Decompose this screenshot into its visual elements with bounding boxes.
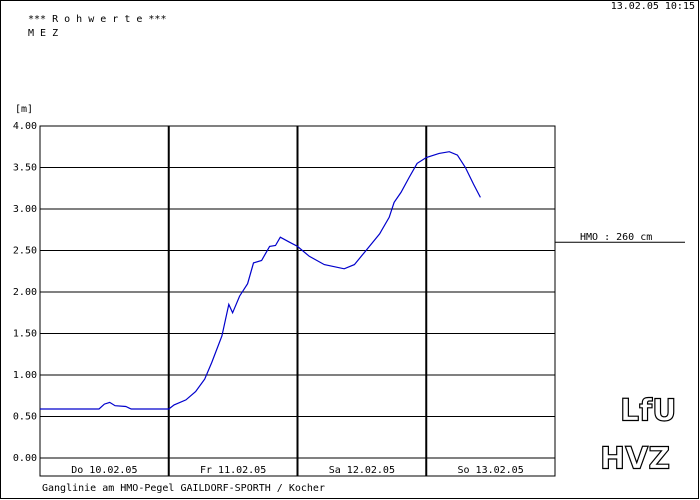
y-tick-label: 2.50 xyxy=(13,246,37,257)
y-tick-label: 1.50 xyxy=(13,329,37,340)
y-axis-label: [m] xyxy=(15,104,33,115)
data-line xyxy=(40,151,481,410)
logo: HVZ xyxy=(600,442,670,477)
header: *** R o h w e r t e *** xyxy=(28,14,166,25)
timezone: M E Z xyxy=(28,28,58,39)
y-tick-label: 3.00 xyxy=(13,204,37,215)
y-tick-label: 0.00 xyxy=(13,453,37,464)
y-tick-label: 3.50 xyxy=(13,163,37,174)
x-tick-label: Fr 11.02.05 xyxy=(200,465,266,476)
x-tick-label: Sa 12.02.05 xyxy=(329,465,395,476)
y-tick-label: 2.00 xyxy=(13,287,37,298)
caption: Ganglinie am HMO-Pegel GAILDORF-SPORTH /… xyxy=(42,483,325,494)
y-tick-label: 4.00 xyxy=(13,121,37,132)
y-tick-label: 1.00 xyxy=(13,370,37,381)
logo: LfU xyxy=(620,394,677,429)
y-tick-label: 0.50 xyxy=(13,412,37,423)
x-tick-label: Do 10.02.05 xyxy=(71,465,137,476)
hmo-label: HMO : 260 cm xyxy=(580,232,652,243)
timestamp: 13.02.05 10:15 xyxy=(611,1,695,12)
x-tick-label: So 13.02.05 xyxy=(458,465,524,476)
